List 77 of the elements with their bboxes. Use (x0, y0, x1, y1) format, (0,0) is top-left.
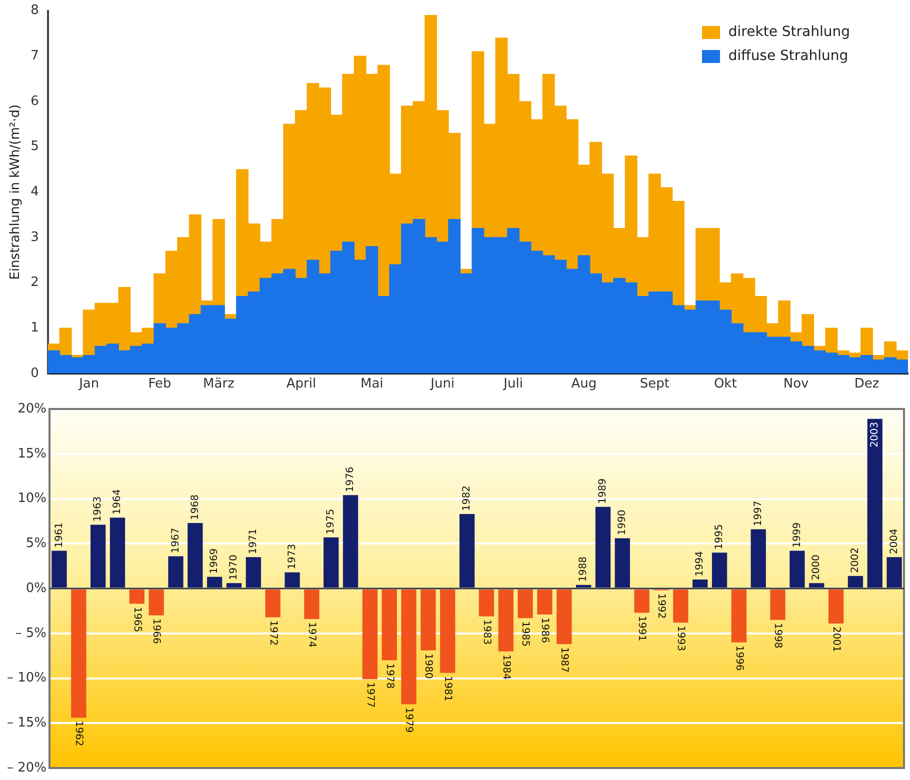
y-tick-label: 0% (26, 580, 47, 596)
x-tick-label: 1985 (520, 621, 531, 647)
x-tick-label: 1990 (617, 510, 628, 536)
x-tick-label: 1970 (228, 554, 240, 580)
x-tick-label: 2002 (850, 547, 862, 573)
x-tick-label: 1976 (345, 466, 356, 492)
x-tick-label: 1986 (539, 618, 550, 643)
x-tick-label: 1964 (112, 489, 124, 515)
x-tick-label: 1972 (267, 620, 278, 646)
x-tick-label: 1967 (170, 528, 182, 554)
x-tick-label: März (203, 376, 235, 392)
y-tick-label: 5 (30, 139, 39, 154)
y-axis-title: Einstrahlung in kWh/(m²·d) (8, 104, 24, 280)
x-tick-label: 1980 (422, 653, 434, 679)
y-tick-label: 15% (18, 446, 47, 462)
y-tick-label: 10% (18, 491, 47, 506)
x-tick-label: 1983 (480, 619, 492, 645)
y-tick-label: 8 (30, 3, 39, 18)
x-tick-label: April (286, 376, 316, 392)
x-tick-label: 1966 (150, 618, 162, 644)
x-tick-label: Nov (783, 376, 810, 392)
y-tick-label: – 20% (6, 760, 47, 776)
x-tick-label: 1982 (462, 486, 473, 512)
x-tick-label: Aug (571, 376, 597, 392)
x-tick-label: 1962 (73, 720, 84, 746)
x-tick-label: 1979 (403, 707, 414, 733)
x-tick-label: Feb (148, 376, 172, 392)
x-tick-label: 1989 (598, 478, 609, 504)
legend-label: diffuse Strahlung (728, 48, 848, 64)
x-tick-label: 1997 (752, 500, 764, 526)
y-tick-label: 20% (18, 401, 47, 416)
x-tick-label: 1977 (364, 682, 376, 708)
x-tick-label: Okt (714, 376, 737, 392)
y-tick-label: 0 (30, 366, 39, 381)
x-tick-label: 1968 (190, 494, 201, 520)
x-tick-label: 1993 (675, 626, 686, 652)
x-tick-label: 1971 (248, 528, 260, 554)
x-tick-label: 1991 (636, 616, 648, 642)
x-tick-label: 1984 (500, 654, 512, 680)
y-tick-label: 5% (26, 536, 47, 551)
y-tick-label: 7 (30, 48, 39, 64)
y-tick-label: 1 (30, 320, 39, 336)
y-tick-label: – 5% (15, 626, 47, 641)
x-tick-label: Mai (360, 376, 384, 392)
y-tick-label: – 10% (6, 670, 47, 686)
x-tick-label: Dez (854, 376, 880, 392)
x-tick-label: Sept (640, 376, 670, 392)
x-tick-label: 2000 (811, 554, 822, 580)
x-tick-label: 1975 (326, 508, 337, 534)
x-tick-label: 1978 (384, 663, 395, 689)
x-tick-label: 2001 (830, 626, 842, 652)
x-tick-label: 1988 (578, 556, 590, 582)
x-tick-label: 1981 (442, 676, 454, 702)
x-tick-label: 1961 (54, 522, 65, 548)
y-tick-label: 4 (30, 184, 39, 200)
x-tick-label: 1965 (131, 606, 142, 632)
x-tick-label: 1987 (558, 647, 570, 673)
x-tick-label: Juni (430, 376, 455, 392)
x-tick-label: 1996 (733, 645, 744, 671)
y-tick-label: 3 (30, 230, 39, 245)
x-tick-label: 1992 (656, 593, 667, 619)
y-tick-label: 2 (30, 275, 39, 290)
x-tick-label: Juli (502, 376, 523, 392)
x-tick-label: Jan (78, 376, 100, 392)
y-tick-label: – 15% (6, 716, 47, 730)
legend-label: direkte Strahlung (728, 24, 850, 40)
x-tick-label: 2003 (869, 422, 880, 448)
x-tick-label: 2004 (888, 528, 900, 554)
x-tick-label: 1974 (306, 622, 318, 648)
x-tick-label: 1995 (714, 524, 726, 550)
x-tick-label: 1973 (286, 544, 298, 570)
x-tick-label: 1994 (694, 551, 706, 577)
y-tick-label: 6 (30, 94, 39, 109)
x-tick-label: 1963 (92, 496, 104, 522)
x-tick-label: 1998 (772, 622, 784, 648)
x-tick-label: 1999 (792, 522, 803, 548)
x-tick-label: 1969 (209, 548, 220, 574)
